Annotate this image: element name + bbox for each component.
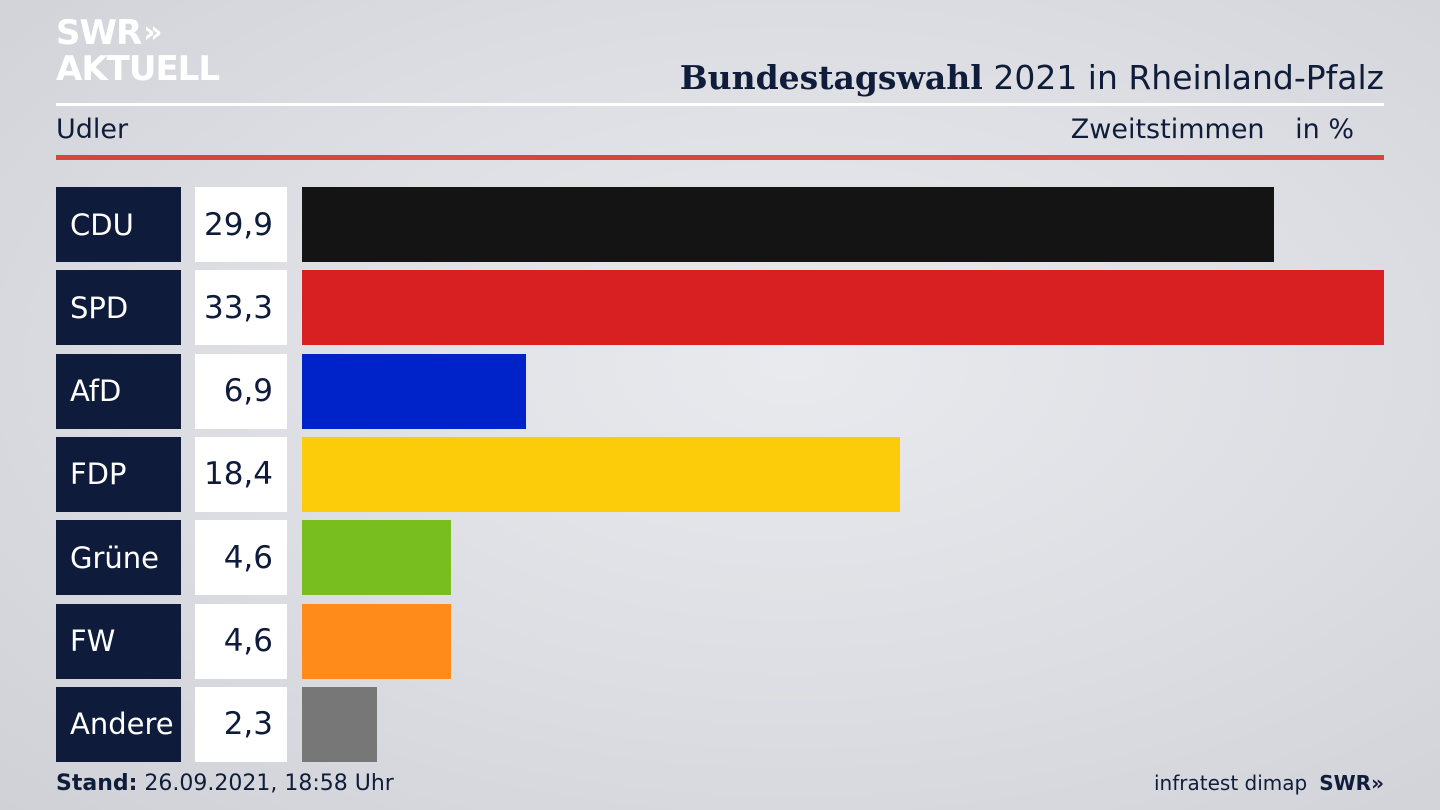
chart-title: Bundestagswahl 2021 in Rheinland-Pfalz [680,58,1384,97]
stand-value: 26.09.2021, 18:58 Uhr [144,771,394,796]
value-label: 33,3 [195,270,287,346]
location-label: Udler [56,114,129,145]
swr-footer-chevron-icon: » [1371,771,1384,795]
party-label: Grüne [56,520,181,596]
accent-divider [56,155,1384,160]
bar [302,187,1274,262]
swr-footer-text: SWR [1319,771,1372,795]
value-label: 18,4 [195,436,287,512]
party-label: Andere [56,686,181,762]
title-rest: 2021 in Rheinland-Pfalz [993,58,1384,97]
stand-label: Stand: [56,771,138,796]
bar [302,686,377,762]
header-divider [56,103,1384,106]
bar [302,603,451,679]
value-label: 6,9 [195,353,287,429]
value-label: 29,9 [195,187,287,262]
bar [302,353,526,429]
title-bold: Bundestagswahl [679,58,983,97]
party-label: FW [56,603,181,679]
logo-swr-text: SWR [56,13,142,53]
logo-chevron-icon: » [143,15,163,50]
value-label: 4,6 [195,520,287,596]
source-credit: infratest dimap SWR» [1154,771,1384,795]
party-label: AfD [56,353,181,429]
value-label: 4,6 [195,603,287,679]
measure-label: Zweitstimmen in % [1071,114,1354,145]
party-label: FDP [56,436,181,512]
measure-name: Zweitstimmen [1070,114,1265,145]
source-text: infratest dimap [1154,771,1308,795]
party-label: SPD [56,270,181,346]
measure-unit: in % [1295,114,1354,145]
bar [302,270,1384,346]
timestamp: Stand: 26.09.2021, 18:58 Uhr [56,771,394,796]
value-label: 2,3 [195,686,287,762]
swr-aktuell-logo: SWR» AKTUELL [56,13,220,89]
bar [302,520,451,596]
swr-footer-logo: SWR» [1319,771,1384,795]
logo-aktuell-text: AKTUELL [56,49,220,89]
bar [302,436,900,512]
party-label: CDU [56,187,181,262]
